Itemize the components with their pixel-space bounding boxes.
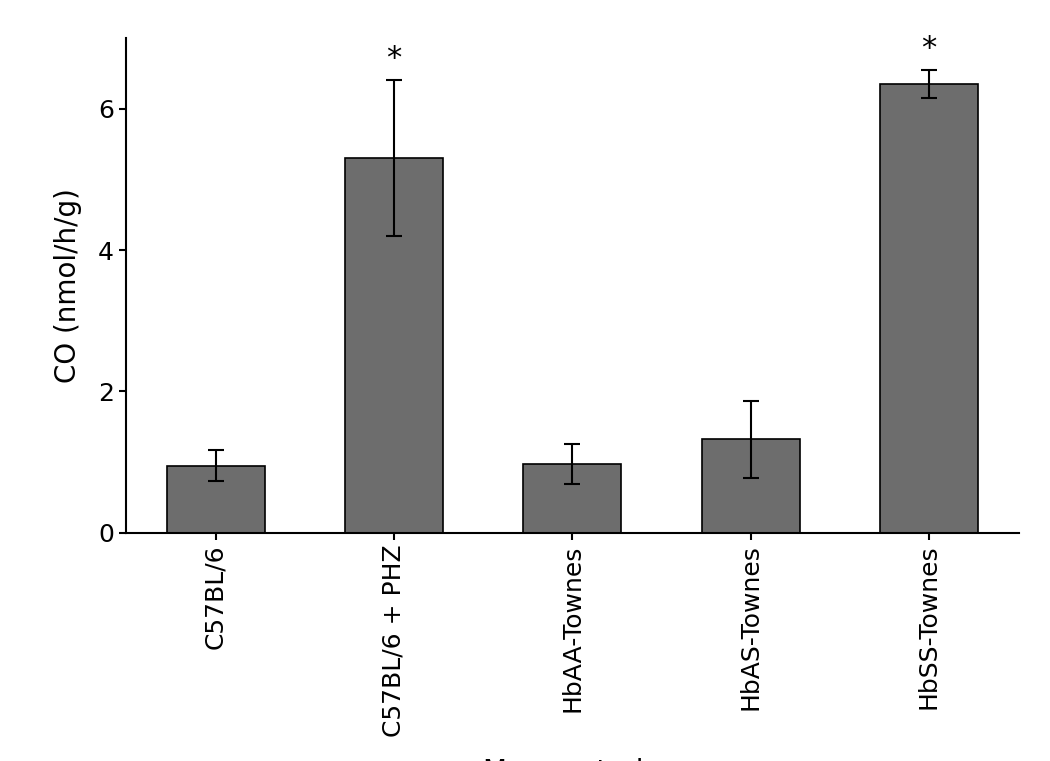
- X-axis label: Mouse strain: Mouse strain: [483, 758, 662, 761]
- Bar: [167, 466, 265, 533]
- Y-axis label: CO (nmol/h/g): CO (nmol/h/g): [54, 188, 82, 383]
- Bar: [344, 158, 443, 533]
- Bar: [701, 439, 800, 533]
- Text: *: *: [921, 33, 937, 63]
- Text: *: *: [386, 44, 401, 73]
- Bar: [880, 84, 978, 533]
- Bar: [523, 464, 622, 533]
